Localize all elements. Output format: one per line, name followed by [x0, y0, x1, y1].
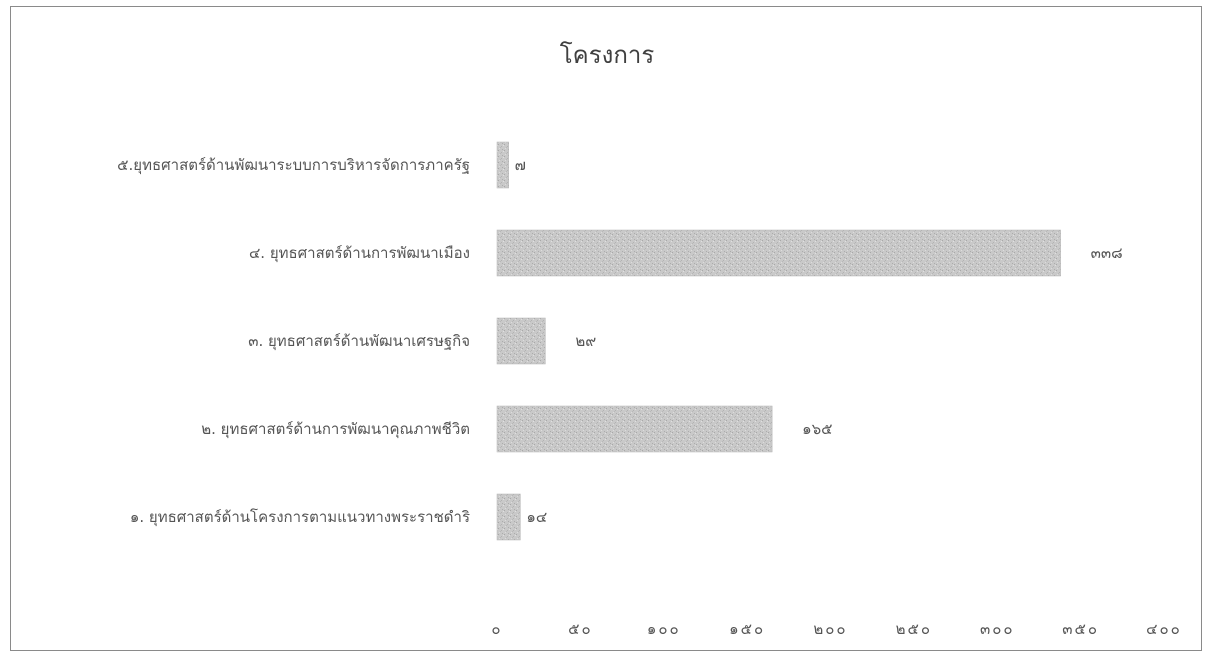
category-label: ๕.ยุทธศาสตร์ด้านพัฒนาระบบการบริหารจัดการ…: [117, 156, 470, 175]
x-tick-label: ๕๐: [568, 620, 593, 638]
data-label: ๑๖๕: [802, 420, 832, 438]
bar: [496, 141, 509, 189]
data-label: ๓๓๘: [1091, 244, 1123, 262]
category-label: ๑. ยุทธศาสตร์ด้านโครงการตามแนวทางพระราชด…: [130, 508, 470, 527]
x-tick-label: ๒๐๐: [813, 620, 847, 638]
bar: [496, 493, 521, 541]
data-label: ๒๙: [575, 332, 596, 350]
x-tick-label: ๑๕๐: [729, 620, 765, 638]
x-tick-label: ๐: [491, 620, 502, 638]
x-tick-label: ๔๐๐: [1146, 620, 1182, 638]
bar: [496, 405, 773, 453]
x-tick-label: ๒๕๐: [896, 620, 932, 638]
chart-title: โครงการ: [560, 41, 655, 69]
x-tick-label: ๓๐๐: [980, 620, 1015, 638]
x-tick-label: ๑๐๐: [647, 620, 681, 638]
data-label: ๑๔: [526, 508, 547, 526]
category-label: ๔. ยุทธศาสตร์ด้านการพัฒนาเมือง: [249, 244, 470, 263]
bar: [496, 229, 1061, 277]
x-tick-label: ๓๕๐: [1062, 620, 1099, 638]
bar: [496, 317, 546, 365]
category-label: ๒. ยุทธศาสตร์ด้านการพัฒนาคุณภาพชีวิต: [201, 420, 470, 439]
category-label: ๓. ยุทธศาสตร์ด้านพัฒนาเศรษฐกิจ: [248, 332, 470, 351]
chart-frame: [10, 6, 1202, 651]
data-label: ๗: [515, 156, 526, 174]
